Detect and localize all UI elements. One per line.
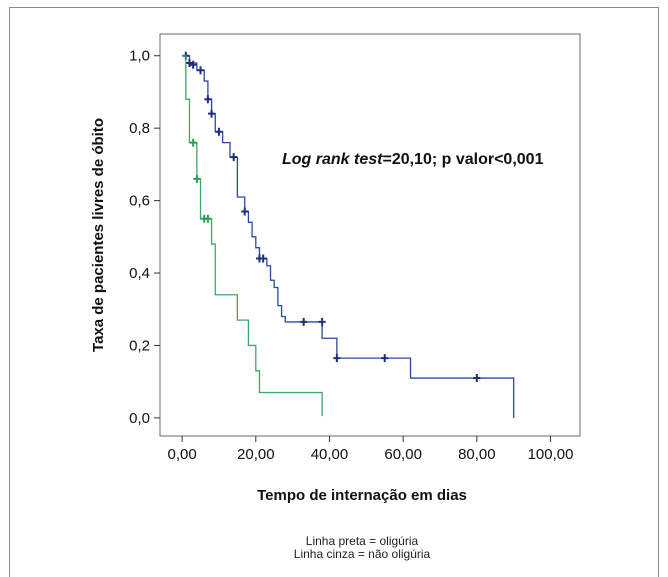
y-tick-label: 0,2 <box>129 337 150 354</box>
series-1-censor-mark <box>230 153 238 162</box>
series-2-censor-mark <box>189 138 197 147</box>
series-1-censor-mark <box>204 95 212 104</box>
y-axis-title: Taxa de pacientes livres de óbito <box>90 118 107 352</box>
y-axis: 0,0 0,2 0,4 0,6 0,8 1,0 <box>129 48 160 427</box>
series-2-line <box>182 55 323 417</box>
x-tick-label: 60,00 <box>384 446 422 463</box>
x-tick-label: 20,00 <box>237 446 275 463</box>
y-tick-label: 1,0 <box>129 48 150 65</box>
y-tick-label: 0,4 <box>129 265 150 282</box>
series-2-censor-mark <box>193 174 201 183</box>
x-axis: 0,00 20,00 40,00 60,00 80,00 100,00 <box>168 436 574 463</box>
series-1-censor-mark <box>215 127 223 136</box>
x-tick-label: 40,00 <box>311 446 349 463</box>
annotation-log-rank: Log rank test=20,10; p valor<0,001 <box>282 151 544 168</box>
series-1-censor-mark <box>259 254 267 263</box>
series-1-censor-mark <box>189 60 197 69</box>
series-1-censor-mark <box>318 317 326 326</box>
series-1-censor-mark <box>473 374 481 383</box>
series-1-censor-mark <box>197 66 205 75</box>
x-tick-label: 100,00 <box>528 446 574 463</box>
series-1-censor-mark <box>300 317 308 326</box>
y-tick-label: 0,8 <box>129 120 150 137</box>
y-tick-label: 0,0 <box>129 410 150 427</box>
series-1-censor-mark <box>185 58 193 67</box>
series-group <box>182 51 515 418</box>
series-1-censor-mark <box>208 109 216 118</box>
annotation-italic: Log rank test <box>282 151 383 168</box>
figure-frame <box>9 7 659 577</box>
series-1-line <box>182 55 515 418</box>
x-tick-label: 0,00 <box>168 446 197 463</box>
series-1-censor-mark <box>381 354 389 363</box>
legend-line-1: Linha preta = oligúria <box>306 534 419 548</box>
series-2-censor-mark <box>204 214 212 223</box>
annotation-rest: =20,10; p valor<0,001 <box>382 151 543 168</box>
x-tick-label: 80,00 <box>458 446 496 463</box>
plot-area <box>159 33 581 437</box>
series-1-censor-mark <box>241 207 249 216</box>
series-1-censor-mark <box>333 354 341 363</box>
legend-line-2: Linha cinza = não oligúria <box>294 547 431 561</box>
x-axis-title: Tempo de internação em dias <box>257 487 467 504</box>
y-tick-label: 0,6 <box>129 193 150 210</box>
